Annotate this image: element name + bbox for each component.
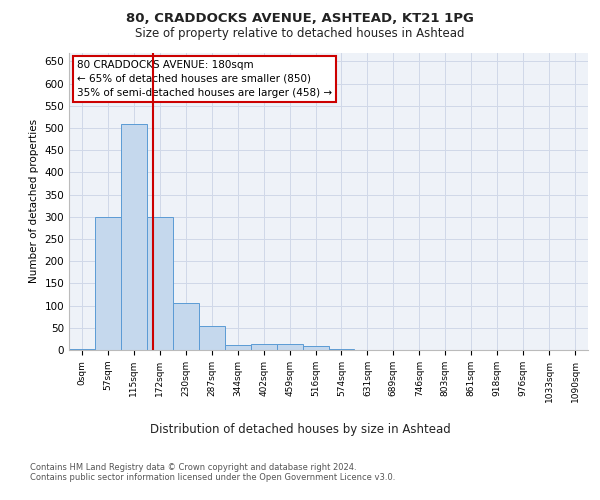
Text: Distribution of detached houses by size in Ashtead: Distribution of detached houses by size … xyxy=(149,424,451,436)
Text: 80, CRADDOCKS AVENUE, ASHTEAD, KT21 1PG: 80, CRADDOCKS AVENUE, ASHTEAD, KT21 1PG xyxy=(126,12,474,26)
Bar xyxy=(251,344,277,350)
Bar xyxy=(121,124,147,350)
Bar xyxy=(95,217,121,350)
Bar xyxy=(147,217,173,350)
Text: Size of property relative to detached houses in Ashtead: Size of property relative to detached ho… xyxy=(135,28,465,40)
Bar xyxy=(173,304,199,350)
Bar xyxy=(302,346,329,350)
Bar xyxy=(329,349,355,350)
Y-axis label: Number of detached properties: Number of detached properties xyxy=(29,119,39,284)
Text: Contains public sector information licensed under the Open Government Licence v3: Contains public sector information licen… xyxy=(30,474,395,482)
Bar xyxy=(69,348,95,350)
Bar xyxy=(199,326,224,350)
Text: Contains HM Land Registry data © Crown copyright and database right 2024.: Contains HM Land Registry data © Crown c… xyxy=(30,464,356,472)
Bar xyxy=(225,344,251,350)
Text: 80 CRADDOCKS AVENUE: 180sqm
← 65% of detached houses are smaller (850)
35% of se: 80 CRADDOCKS AVENUE: 180sqm ← 65% of det… xyxy=(77,60,332,98)
Bar xyxy=(277,344,302,350)
